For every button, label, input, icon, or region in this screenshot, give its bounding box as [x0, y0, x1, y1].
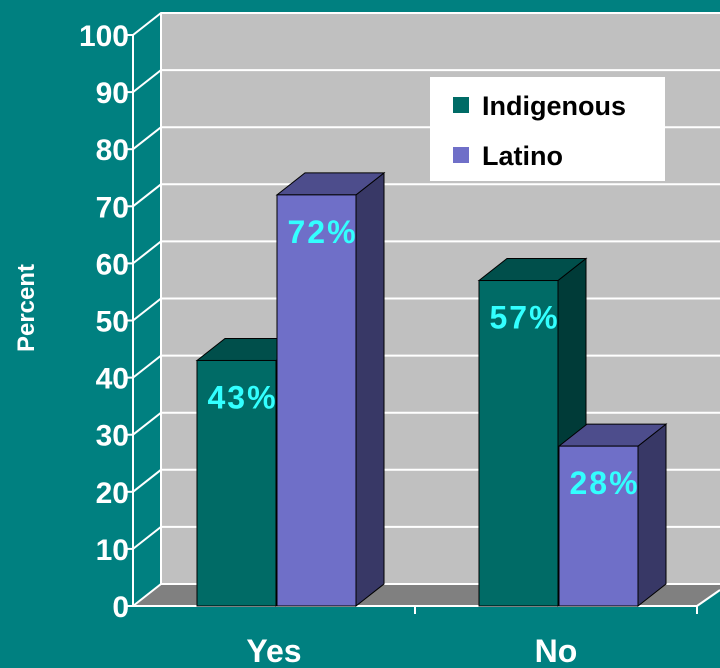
x-axis-edge: [696, 589, 720, 607]
category-labels: Yes No: [246, 633, 577, 668]
bar: [557, 423, 668, 608]
x-category-label: No: [535, 633, 578, 668]
bar-side: [637, 423, 667, 608]
legend-swatch: [453, 97, 469, 113]
y-tick-label: 40: [96, 363, 129, 396]
y-tick-label: 90: [96, 77, 129, 110]
data-labels: 43% 72% 57% 28%: [207, 214, 639, 501]
y-tick-label: 60: [96, 248, 129, 281]
bar-front: [478, 280, 559, 607]
y-tick-label: 0: [112, 591, 129, 624]
y-tick-label: 70: [96, 191, 129, 224]
y-tick-label: 10: [96, 534, 129, 567]
y-tick-label: 80: [96, 134, 129, 167]
bar: [275, 171, 386, 608]
bar-side: [355, 171, 385, 608]
y-tick-label: 20: [96, 477, 129, 510]
legend-label: Indigenous: [482, 91, 626, 121]
legend: Indigenous Latino: [430, 77, 665, 181]
y-tick-label: 100: [79, 20, 129, 53]
data-label: 28%: [569, 465, 639, 501]
x-category-label: Yes: [246, 633, 301, 668]
y-tick-label: 30: [96, 420, 129, 453]
data-label: 72%: [287, 214, 357, 250]
data-label: 43%: [207, 379, 277, 415]
y-tick-label: 50: [96, 306, 129, 339]
bar-front: [276, 194, 357, 607]
bars: [195, 171, 668, 608]
legend-label: Latino: [482, 141, 563, 171]
bar-front: [558, 445, 639, 607]
legend-swatch: [453, 147, 469, 163]
y-tick-labels: 0 10 20 30 40 50 60 70 80 90 100: [79, 20, 129, 624]
y-axis-label: Percent: [13, 264, 40, 352]
data-label: 57%: [489, 300, 559, 336]
legend-box: [430, 77, 665, 181]
bar-front: [196, 359, 277, 607]
